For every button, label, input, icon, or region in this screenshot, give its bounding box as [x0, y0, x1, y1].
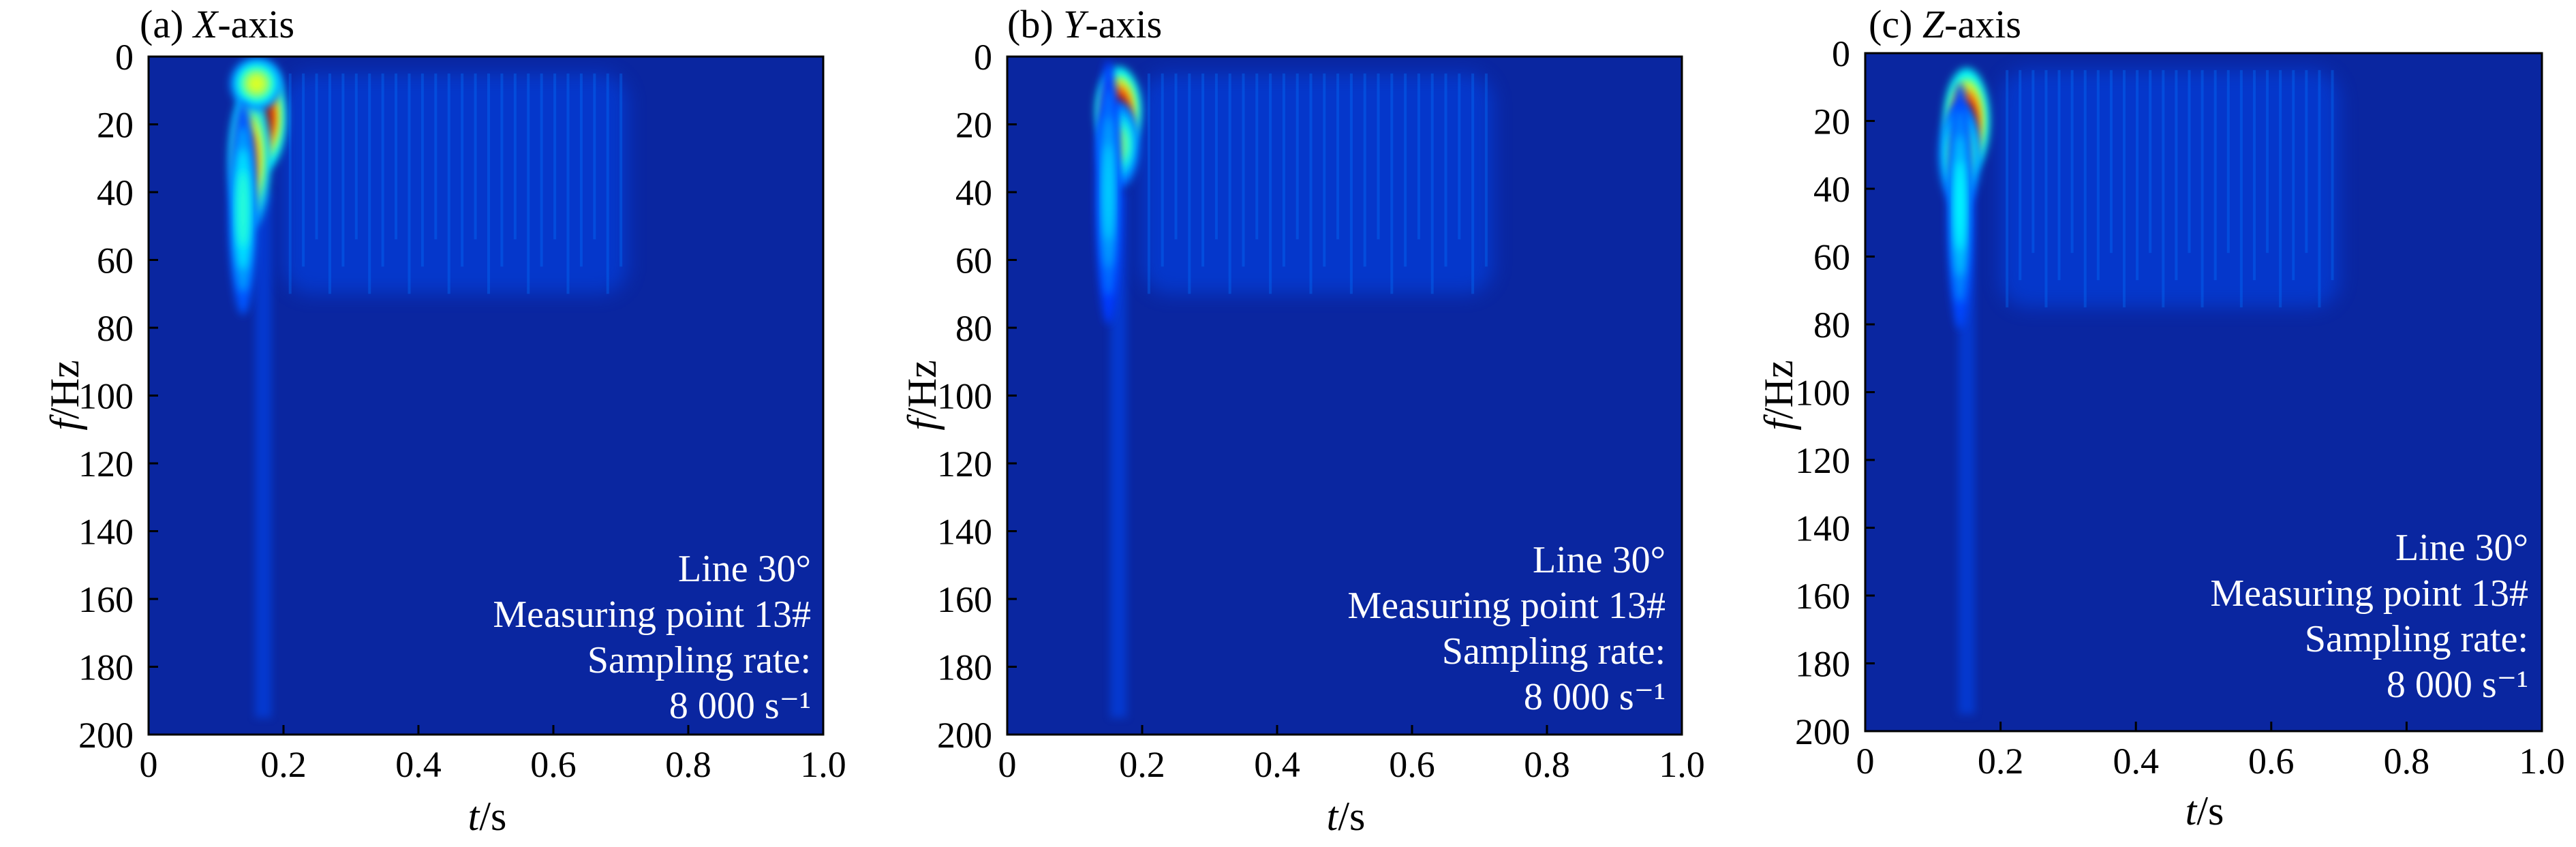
x-tick-label: 0 — [1856, 741, 1875, 782]
y-axis-label: f/Hz — [1756, 360, 1801, 430]
x-tick-label: 0.2 — [260, 744, 307, 785]
annotation-line: Line 30° — [678, 548, 811, 590]
y-tick-label: 200 — [78, 715, 134, 756]
y-tick-label: 160 — [78, 579, 134, 620]
x-tick-label: 0.8 — [2384, 741, 2430, 782]
y-tick-label: 80 — [955, 308, 992, 349]
y-tick-label: 100 — [937, 376, 992, 417]
panel-title: (b) Y-axis — [1007, 2, 1162, 46]
x-axis-label: t/s — [2186, 788, 2224, 833]
x-tick-label: 0.4 — [395, 744, 442, 785]
y-tick-label: 20 — [97, 105, 134, 146]
annotation: Line 30° Measuring point 13# Sampling ra… — [493, 548, 811, 727]
y-tick-label: 180 — [1795, 644, 1850, 685]
x-tick-label: 0.6 — [1389, 744, 1435, 785]
y-tick-label: 120 — [1795, 440, 1850, 481]
y-tick-label: 0 — [1832, 33, 1850, 74]
x-tick-label: 1.0 — [2519, 741, 2565, 782]
y-tick-label: 40 — [955, 172, 992, 213]
x-axis-label: t/s — [468, 794, 507, 839]
annotation: Line 30° Measuring point 13# Sampling ra… — [2210, 527, 2528, 706]
y-tick-label: 180 — [78, 647, 134, 688]
y-tick-label: 20 — [955, 105, 992, 146]
panel-b: (b) Y-axis 0 0.2 0.4 0.6 0.8 1.0 0 20 40 60 80 100 1… — [900, 2, 1705, 839]
y-tick-label: 60 — [955, 241, 992, 281]
x-tick-label: 0.4 — [2113, 741, 2159, 782]
annotation-line: Sampling rate: — [1442, 630, 1666, 673]
panel-a: (a) X-axis 0 0.2 0.4 0.6 0.8 1.0 0 20 40 60 80 100 1… — [42, 2, 846, 839]
panel-c: (c) Z-axis 0 0.2 0.4 0.6 0.8 1.0 0 20 40 60 80 100 1… — [1756, 2, 2565, 833]
heatmap-plot: 0 0.2 0.4 0.6 0.8 1.0 0 20 40 60 80 100 120 140 160 180… — [78, 37, 846, 785]
x-tick-label: 0.4 — [1254, 744, 1300, 785]
weak-energy-region — [2000, 70, 2340, 308]
weak-energy-region — [283, 73, 628, 294]
x-tick-label: 0.2 — [1119, 744, 1165, 785]
y-tick-label: 80 — [1813, 305, 1850, 345]
y-tick-label: 140 — [1795, 508, 1850, 549]
annotation-line: 8 000 s⁻¹ — [1524, 676, 1666, 718]
x-tick-label: 1.0 — [1659, 744, 1705, 785]
y-tick-label: 60 — [97, 241, 134, 281]
panel-title: (a) X-axis — [140, 2, 294, 46]
y-tick-label: 40 — [1813, 169, 1850, 210]
y-tick-label: 140 — [78, 512, 134, 553]
y-tick-label: 100 — [78, 376, 134, 417]
heatmap-plot: 0 0.2 0.4 0.6 0.8 1.0 0 20 40 60 80 100 120 140 160 180… — [1795, 33, 2565, 782]
annotation-line: Measuring point 13# — [1347, 585, 1666, 627]
annotation-line: 8 000 s⁻¹ — [2387, 664, 2528, 706]
energy-peak — [247, 74, 266, 93]
y-axis-label: f/Hz — [900, 360, 945, 430]
y-tick-label: 0 — [115, 37, 134, 78]
y-tick-label: 160 — [1795, 576, 1850, 617]
annotation-line: Measuring point 13# — [2210, 572, 2528, 615]
x-tick-label: 0.6 — [2248, 741, 2295, 782]
y-tick-label: 160 — [937, 579, 992, 620]
heatmap-plot: 0 0.2 0.4 0.6 0.8 1.0 0 20 40 60 80 100 120 140 160 180… — [937, 37, 1705, 785]
y-tick-label: 200 — [1795, 711, 1850, 752]
annotation-line: Line 30° — [1533, 539, 1666, 581]
x-tick-label: 0.8 — [665, 744, 711, 785]
annotation-line: Line 30° — [2395, 527, 2528, 569]
annotation-line: 8 000 s⁻¹ — [669, 685, 811, 727]
energy-peak — [1103, 144, 1114, 241]
y-tick-label: 40 — [97, 172, 134, 213]
y-tick-label: 120 — [78, 444, 134, 484]
energy-tail — [255, 192, 272, 718]
y-tick-label: 60 — [1813, 237, 1850, 278]
energy-peak — [1955, 160, 1965, 251]
y-tick-label: 120 — [937, 444, 992, 484]
y-tick-label: 80 — [97, 308, 134, 349]
panel-title: (c) Z-axis — [1869, 2, 2021, 46]
annotation-line: Measuring point 13# — [493, 594, 811, 636]
y-tick-label: 200 — [937, 715, 992, 756]
x-tick-label: 0.6 — [530, 744, 577, 785]
x-axis-label: t/s — [1327, 794, 1366, 839]
y-tick-label: 100 — [1795, 373, 1850, 414]
annotation-line: Sampling rate: — [2305, 618, 2528, 660]
x-tick-label: 0.2 — [1978, 741, 2024, 782]
y-tick-label: 140 — [937, 512, 992, 553]
annotation: Line 30° Measuring point 13# Sampling ra… — [1347, 539, 1666, 718]
y-tick-label: 180 — [937, 647, 992, 688]
x-tick-label: 0.8 — [1524, 744, 1570, 785]
weak-energy-region — [1142, 73, 1493, 294]
x-tick-label: 0 — [998, 744, 1017, 785]
x-tick-label: 1.0 — [800, 744, 846, 785]
x-tick-label: 0 — [140, 744, 158, 785]
energy-peak — [238, 170, 249, 248]
y-axis-label: f/Hz — [42, 360, 87, 430]
annotation-line: Sampling rate: — [587, 639, 811, 681]
y-tick-label: 20 — [1813, 102, 1850, 142]
y-tick-label: 0 — [974, 37, 992, 78]
